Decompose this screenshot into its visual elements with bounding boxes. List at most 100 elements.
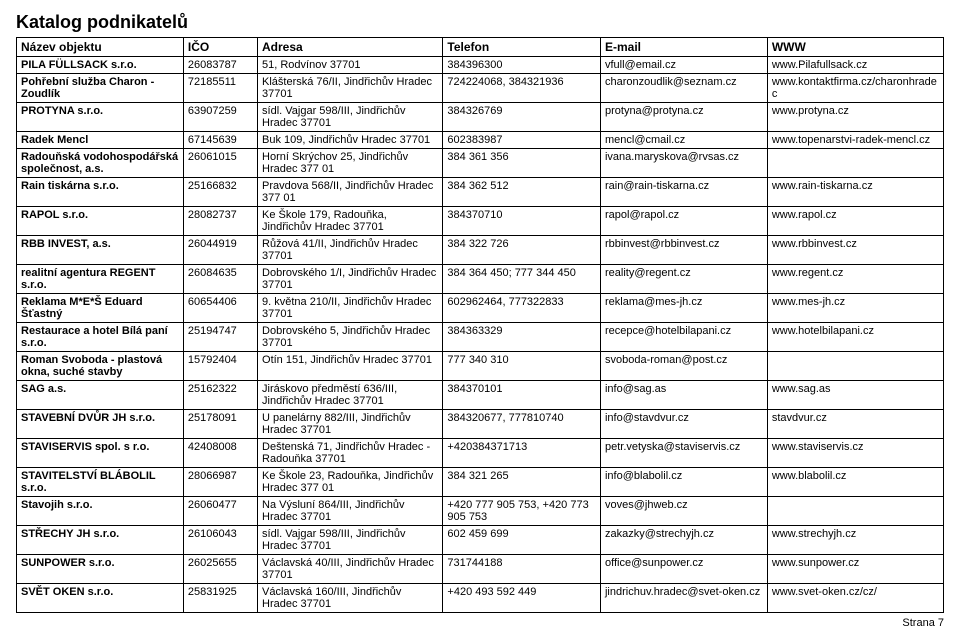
table-row: PROTYNA s.r.o.63907259sídl. Vajgar 598/I… bbox=[17, 103, 944, 132]
table-cell: www.sag.as bbox=[767, 381, 943, 410]
table-cell: 26025655 bbox=[183, 555, 257, 584]
table-cell: office@sunpower.cz bbox=[600, 555, 767, 584]
table-row: PILA FÜLLSACK s.r.o.2608378751, Rodvínov… bbox=[17, 57, 944, 74]
table-cell: Deštenská 71, Jindřichův Hradec - Radouň… bbox=[258, 439, 443, 468]
table-cell: Václavská 160/III, Jindřichův Hradec 377… bbox=[258, 584, 443, 613]
table-cell: Radouňská vodohospodářská společnost, a.… bbox=[17, 149, 184, 178]
table-cell: 63907259 bbox=[183, 103, 257, 132]
table-cell: www.topenarstvi-radek-mencl.cz bbox=[767, 132, 943, 149]
table-cell: 15792404 bbox=[183, 352, 257, 381]
table-row: Restaurace a hotel Bílá paní s.r.o.25194… bbox=[17, 323, 944, 352]
table-cell: reklama@mes-jh.cz bbox=[600, 294, 767, 323]
table-cell: www.staviservis.cz bbox=[767, 439, 943, 468]
table-cell: Buk 109, Jindřichův Hradec 37701 bbox=[258, 132, 443, 149]
table-cell: 384320677, 777810740 bbox=[443, 410, 601, 439]
catalog-table: Název objektu IČO Adresa Telefon E-mail … bbox=[16, 37, 944, 613]
table-cell: www.Pilafullsack.cz bbox=[767, 57, 943, 74]
table-row: Radouňská vodohospodářská společnost, a.… bbox=[17, 149, 944, 178]
table-cell: PILA FÜLLSACK s.r.o. bbox=[17, 57, 184, 74]
table-cell: Klášterská 76/II, Jindřichův Hradec 3770… bbox=[258, 74, 443, 103]
table-cell: petr.vetyska@staviservis.cz bbox=[600, 439, 767, 468]
table-cell: 26060477 bbox=[183, 497, 257, 526]
table-cell: Václavská 40/III, Jindřichův Hradec 3770… bbox=[258, 555, 443, 584]
table-cell: 26106043 bbox=[183, 526, 257, 555]
table-cell: 25166832 bbox=[183, 178, 257, 207]
table-cell: recepce@hotelbilapani.cz bbox=[600, 323, 767, 352]
table-cell: rapol@rapol.cz bbox=[600, 207, 767, 236]
table-cell: U panelárny 882/III, Jindřichův Hradec 3… bbox=[258, 410, 443, 439]
table-cell: www.blabolil.cz bbox=[767, 468, 943, 497]
table-cell: Pohřební služba Charon - Zoudlík bbox=[17, 74, 184, 103]
table-cell: info@stavdvur.cz bbox=[600, 410, 767, 439]
table-cell: Ke Škole 23, Radouňka, Jindřichův Hradec… bbox=[258, 468, 443, 497]
table-cell: 9. května 210/II, Jindřichův Hradec 3770… bbox=[258, 294, 443, 323]
table-row: Roman Svoboda - plastová okna, suché sta… bbox=[17, 352, 944, 381]
table-cell: 28066987 bbox=[183, 468, 257, 497]
table-cell: 602383987 bbox=[443, 132, 601, 149]
col-header-ico: IČO bbox=[183, 38, 257, 57]
table-cell: +420 777 905 753, +420 773 905 753 bbox=[443, 497, 601, 526]
table-row: STŘECHY JH s.r.o.26106043sídl. Vajgar 59… bbox=[17, 526, 944, 555]
table-row: STAVEBNÍ DVŮR JH s.r.o.25178091U panelár… bbox=[17, 410, 944, 439]
table-cell: Jiráskovo předměstí 636/III, Jindřichův … bbox=[258, 381, 443, 410]
table-cell: 72185511 bbox=[183, 74, 257, 103]
table-cell: 28082737 bbox=[183, 207, 257, 236]
table-row: RAPOL s.r.o.28082737Ke Škole 179, Radouň… bbox=[17, 207, 944, 236]
table-cell: 384 364 450; 777 344 450 bbox=[443, 265, 601, 294]
table-cell: 42408008 bbox=[183, 439, 257, 468]
table-cell: 26061015 bbox=[183, 149, 257, 178]
table-cell: www.regent.cz bbox=[767, 265, 943, 294]
table-cell: sídl. Vajgar 598/III, Jindřichův Hradec … bbox=[258, 103, 443, 132]
table-cell: 731744188 bbox=[443, 555, 601, 584]
table-cell: info@blabolil.cz bbox=[600, 468, 767, 497]
table-cell: STAVISERVIS spol. s r.o. bbox=[17, 439, 184, 468]
col-header-www: WWW bbox=[767, 38, 943, 57]
table-cell bbox=[767, 352, 943, 381]
table-cell: www.rain-tiskarna.cz bbox=[767, 178, 943, 207]
table-row: realitní agentura REGENT s.r.o.26084635D… bbox=[17, 265, 944, 294]
table-cell: 51, Rodvínov 37701 bbox=[258, 57, 443, 74]
table-cell: info@sag.as bbox=[600, 381, 767, 410]
table-row: RBB INVEST, a.s.26044919Růžová 41/II, Ji… bbox=[17, 236, 944, 265]
table-cell: Roman Svoboda - plastová okna, suché sta… bbox=[17, 352, 184, 381]
table-cell: SUNPOWER s.r.o. bbox=[17, 555, 184, 584]
table-cell: stavdvur.cz bbox=[767, 410, 943, 439]
table-row: SAG a.s.25162322Jiráskovo předměstí 636/… bbox=[17, 381, 944, 410]
table-row: Reklama M*E*Š Eduard Šťastný606544069. k… bbox=[17, 294, 944, 323]
page-footer: Strana 7 bbox=[16, 617, 944, 629]
table-cell: 26084635 bbox=[183, 265, 257, 294]
table-cell: 26044919 bbox=[183, 236, 257, 265]
table-cell: www.kontaktfirma.cz/charonhradec bbox=[767, 74, 943, 103]
table-cell: zakazky@strechyjh.cz bbox=[600, 526, 767, 555]
table-cell: Dobrovského 1/I, Jindřichův Hradec 37701 bbox=[258, 265, 443, 294]
table-row: SUNPOWER s.r.o.26025655Václavská 40/III,… bbox=[17, 555, 944, 584]
table-cell: www.strechyjh.cz bbox=[767, 526, 943, 555]
table-cell: www.svet-oken.cz/cz/ bbox=[767, 584, 943, 613]
table-cell: www.protyna.cz bbox=[767, 103, 943, 132]
table-cell: 384326769 bbox=[443, 103, 601, 132]
table-cell: www.rapol.cz bbox=[767, 207, 943, 236]
table-cell: Reklama M*E*Š Eduard Šťastný bbox=[17, 294, 184, 323]
table-cell: Dobrovského 5, Jindřichův Hradec 37701 bbox=[258, 323, 443, 352]
table-cell: Růžová 41/II, Jindřichův Hradec 37701 bbox=[258, 236, 443, 265]
table-cell: +420384371713 bbox=[443, 439, 601, 468]
table-cell: 25831925 bbox=[183, 584, 257, 613]
table-cell: 26083787 bbox=[183, 57, 257, 74]
table-row: STAVISERVIS spol. s r.o.42408008Deštensk… bbox=[17, 439, 944, 468]
table-cell: 25194747 bbox=[183, 323, 257, 352]
table-cell: Pravdova 568/II, Jindřichův Hradec 377 0… bbox=[258, 178, 443, 207]
table-cell: 384 362 512 bbox=[443, 178, 601, 207]
table-cell: Ke Škole 179, Radouňka, Jindřichův Hrade… bbox=[258, 207, 443, 236]
table-cell: Stavojih s.r.o. bbox=[17, 497, 184, 526]
page-title: Katalog podnikatelů bbox=[16, 12, 944, 33]
col-header-name: Název objektu bbox=[17, 38, 184, 57]
table-cell: SAG a.s. bbox=[17, 381, 184, 410]
col-header-phone: Telefon bbox=[443, 38, 601, 57]
table-cell: RBB INVEST, a.s. bbox=[17, 236, 184, 265]
table-row: STAVITELSTVÍ BLÁBOLIL s.r.o.28066987Ke Š… bbox=[17, 468, 944, 497]
table-row: Radek Mencl67145639Buk 109, Jindřichův H… bbox=[17, 132, 944, 149]
table-cell: mencl@cmail.cz bbox=[600, 132, 767, 149]
table-cell: Na Výsluní 864/III, Jindřichův Hradec 37… bbox=[258, 497, 443, 526]
table-cell: 602 459 699 bbox=[443, 526, 601, 555]
col-header-address: Adresa bbox=[258, 38, 443, 57]
